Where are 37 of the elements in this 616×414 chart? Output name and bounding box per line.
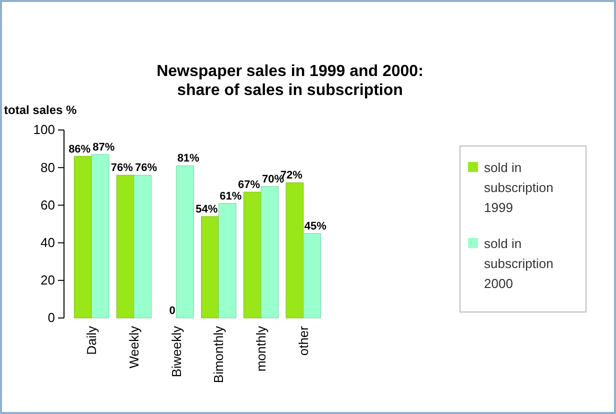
data-label: 61% [220, 190, 242, 202]
bar [116, 174, 134, 318]
chart-title: Newspaper sales in 1999 and 2000: share of sales in subscription [156, 63, 424, 99]
data-label: 54% [196, 203, 218, 216]
data-label: 45% [304, 220, 327, 232]
bar [176, 165, 194, 318]
y-tick-label: 20 [40, 272, 55, 288]
data-label: 87% [92, 141, 115, 154]
data-label: 76% [134, 162, 158, 174]
data-label: 0 [169, 305, 176, 317]
bar [91, 154, 110, 318]
data-label: 81% [177, 152, 200, 165]
y-tick-label: 40 [40, 234, 55, 250]
y-tick-label: 100 [33, 122, 55, 138]
x-tick-label: monthly [254, 326, 269, 372]
bar [303, 233, 322, 318]
data-label: 76% [110, 162, 134, 174]
bar [243, 192, 262, 318]
bar [201, 216, 219, 318]
x-tick-label: Bimonthly [211, 326, 226, 384]
x-tick-label: other [296, 325, 311, 356]
y-tick-label: 80 [40, 160, 55, 175]
bar [134, 174, 152, 318]
bar [218, 203, 236, 318]
bar [74, 156, 92, 318]
legend-label: sold in subscription 2000 [484, 236, 554, 291]
bar [260, 186, 279, 318]
y-tick-label: 60 [40, 197, 55, 212]
x-tick-label: Biweekly [168, 326, 184, 378]
data-label: 67% [238, 179, 260, 192]
bar [286, 182, 304, 318]
y-tick-label: 0 [48, 310, 55, 326]
x-tick-label: Weekly [126, 326, 142, 368]
x-tick-label: Daily [84, 326, 100, 355]
data-label: 86% [68, 143, 91, 156]
legend-label: sold in subscription 1999 [484, 160, 554, 215]
y-axis-title: total sales % [4, 103, 78, 117]
